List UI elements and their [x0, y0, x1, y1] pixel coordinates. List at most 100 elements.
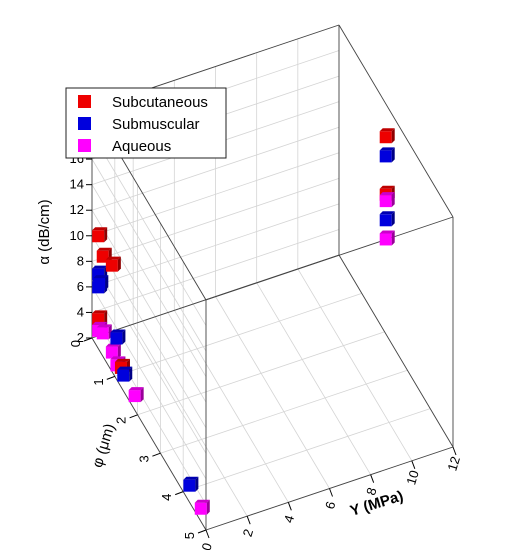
frame-edge — [205, 216, 454, 301]
cube-front-face — [105, 259, 118, 272]
chart-ticks: 2468101214161820012345024681012 — [68, 100, 463, 550]
cube-front-face — [93, 278, 106, 291]
cube-top-face — [379, 147, 395, 151]
cube-top-face — [379, 185, 395, 189]
x-tick-label: 4 — [281, 513, 297, 524]
side-wall-grid-line — [91, 158, 207, 352]
z-tick-label: 14 — [70, 177, 84, 192]
y-tick-mark — [152, 452, 161, 457]
data-point-aqueous — [379, 230, 395, 246]
legend-label-aqueous: Aqueous — [112, 138, 171, 155]
cube-side-face — [391, 128, 395, 144]
back-wall-grid-line — [91, 152, 340, 237]
z-tick-label: 2 — [77, 330, 84, 345]
y-tick-mark — [83, 337, 93, 342]
cube-side-face — [140, 387, 144, 403]
y-tick-label: 4 — [159, 494, 174, 501]
cube-front-face — [379, 214, 392, 227]
floor-grid-line — [114, 293, 362, 377]
cube-side-face — [105, 275, 109, 291]
cube-top-face — [93, 275, 109, 279]
side-wall-grid-line — [91, 286, 207, 480]
data-point-submuscular — [117, 366, 133, 382]
data-point-aqueous — [379, 192, 395, 208]
legend-swatch-subcutaneous — [78, 95, 91, 108]
side-wall-grid-line — [91, 261, 207, 454]
floor-grid-line — [215, 296, 330, 489]
data-point-aqueous — [105, 343, 121, 359]
floor-grid-line — [256, 282, 372, 475]
floor-grid-line — [173, 310, 289, 503]
side-wall-grid-line — [91, 210, 207, 403]
data-point-subcutaneous — [379, 128, 395, 144]
cube-side-face — [117, 343, 121, 359]
data-point-aqueous — [96, 324, 112, 340]
cube-front-face — [110, 332, 123, 345]
floor-grid-line — [132, 323, 248, 517]
cube-front-face — [379, 195, 392, 208]
cube-top-face — [114, 358, 130, 362]
side-wall-grid-line — [91, 133, 207, 326]
data-point-submuscular — [110, 329, 126, 345]
cube-top-face — [92, 321, 108, 325]
cube-front-face — [194, 502, 207, 515]
cube-side-face — [104, 310, 108, 326]
frame-edge — [338, 254, 454, 448]
back-wall-grid-line — [91, 126, 340, 211]
data-point-submuscular — [93, 275, 109, 291]
y-tick-label: 2 — [114, 417, 129, 424]
data-point-subcutaneous — [92, 227, 108, 243]
floor-grid-line — [137, 331, 385, 416]
cube-top-face — [96, 324, 112, 328]
y-tick-mark — [197, 529, 207, 534]
back-wall-grid-line — [91, 177, 340, 262]
cube-top-face — [110, 329, 126, 333]
cube-front-face — [183, 479, 196, 492]
z-axis-title: α (dB/cm) — [36, 199, 53, 264]
cube-top-face — [92, 310, 108, 314]
data-point-aqueous — [194, 499, 210, 515]
legend: Subcutaneous Submuscular Aqueous — [65, 87, 227, 159]
data-point-aqueous — [128, 387, 144, 403]
cube-top-face — [92, 227, 108, 231]
x-tick-label: 6 — [322, 500, 338, 511]
y-tick-mark — [129, 414, 138, 419]
chart-frame — [91, 24, 454, 531]
x-tick-label: 0 — [198, 541, 214, 550]
data-point-submuscular — [183, 476, 199, 492]
x-tick-mark — [246, 515, 251, 525]
cube-side-face — [391, 211, 395, 227]
x-tick-mark — [329, 488, 333, 497]
cube-top-face — [379, 230, 395, 234]
y-tick-label: 0 — [68, 340, 83, 347]
y-tick-label: 5 — [182, 532, 197, 539]
legend-label-submuscular: Submuscular — [112, 116, 200, 133]
x-tick-mark — [411, 460, 416, 470]
cube-front-face — [128, 390, 141, 403]
data-point-submuscular — [379, 211, 395, 227]
y-tick-label: 3 — [136, 455, 151, 462]
side-wall-grid-line — [91, 312, 207, 505]
cube-side-face — [195, 476, 199, 492]
y-axis-title: φ (μm) — [89, 422, 118, 470]
x-tick-label: 10 — [403, 468, 422, 486]
z-tick-label: 12 — [70, 202, 84, 217]
cube-top-face — [110, 356, 126, 360]
legend-label-subcutaneous: Subcutaneous — [112, 94, 208, 111]
chart-points — [92, 128, 395, 515]
y-tick-label: 1 — [91, 378, 106, 385]
x-tick-mark — [370, 474, 375, 483]
cube-front-face — [379, 233, 392, 246]
cube-top-face — [117, 366, 133, 370]
cube-front-face — [92, 230, 105, 243]
x-tick-label: 8 — [363, 486, 379, 497]
cube-top-face — [92, 265, 108, 269]
frame-edge — [338, 24, 454, 218]
z-tick-label: 6 — [77, 279, 84, 294]
x-tick-mark — [452, 446, 457, 456]
legend-swatch-submuscular — [78, 117, 91, 130]
cube-side-face — [391, 230, 395, 246]
cube-front-face — [117, 369, 130, 382]
x-tick-mark — [205, 529, 210, 539]
